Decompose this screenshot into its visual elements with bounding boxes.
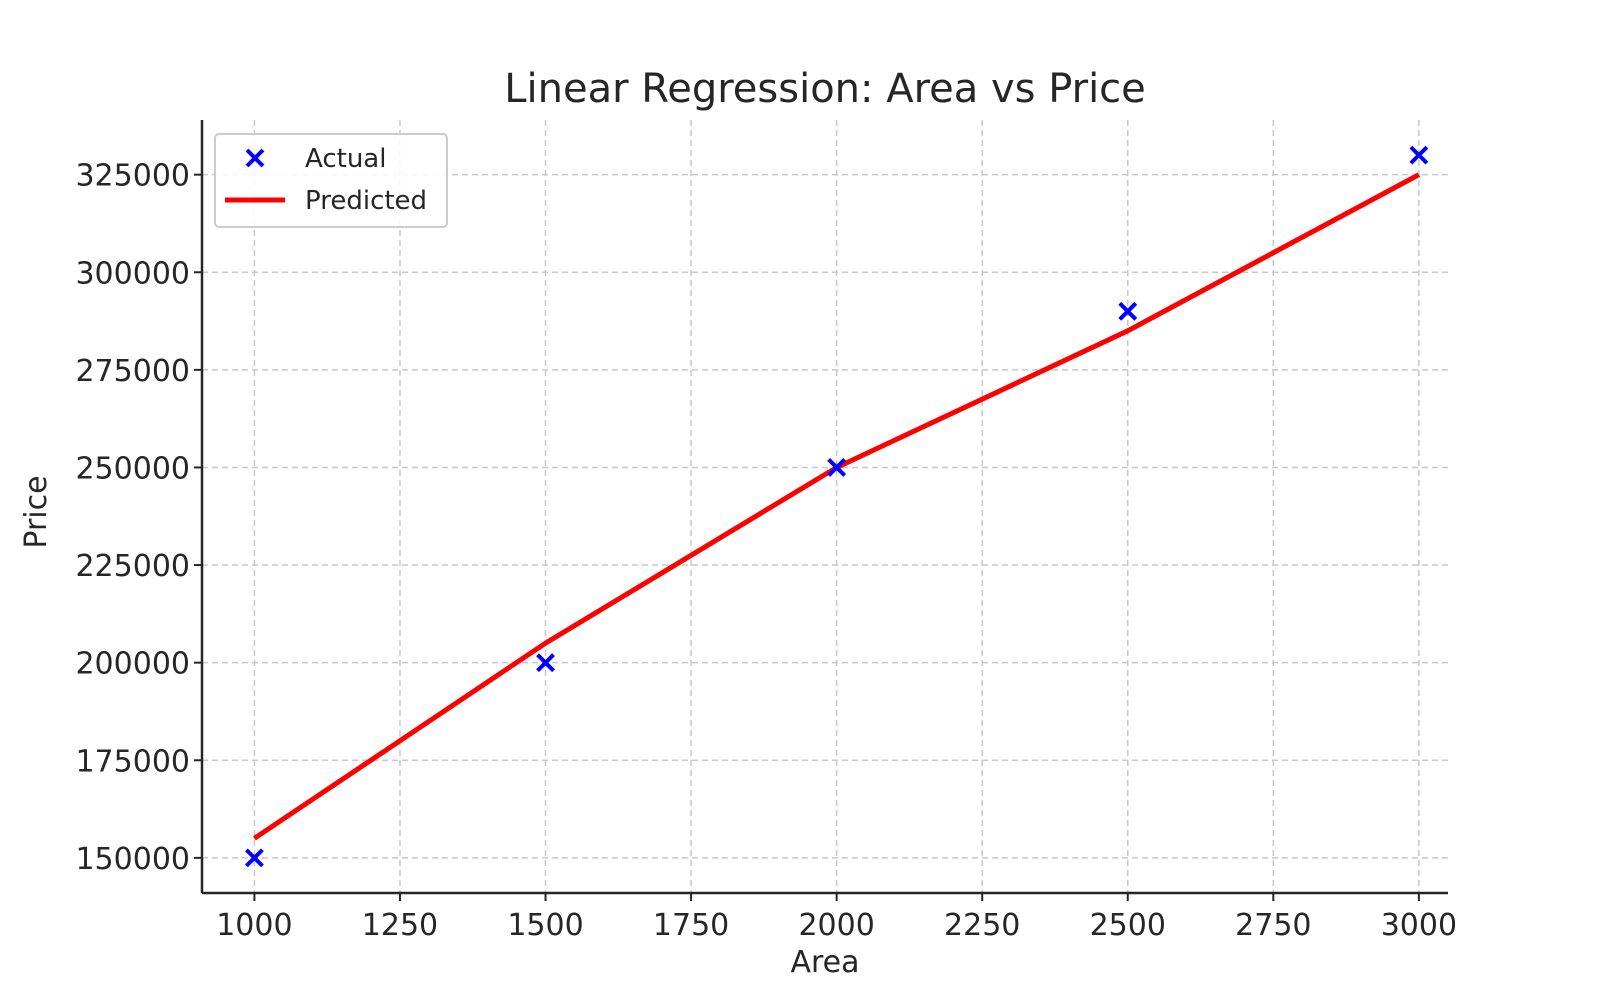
legend-entry-predicted: Predicted bbox=[225, 186, 427, 216]
actual-point-3 bbox=[1118, 301, 1138, 321]
y-tick-label-5: 275000 bbox=[75, 354, 190, 389]
y-tick-label-0: 150000 bbox=[75, 842, 190, 877]
actual-point-1 bbox=[536, 653, 555, 673]
x-tick-label-5: 2250 bbox=[944, 908, 1020, 943]
x-tick-label-7: 2750 bbox=[1235, 908, 1311, 943]
legend-marker-actual bbox=[245, 148, 265, 168]
legend-entry-actual: Actual bbox=[245, 144, 386, 174]
y-tick-label-1: 175000 bbox=[75, 744, 190, 779]
tick-labels: 1000 1250 1500 1750 2000 2250 2500 2750 3000 1500… bbox=[75, 159, 1457, 943]
x-tick-label-0: 1000 bbox=[216, 908, 292, 943]
axes bbox=[200, 120, 1448, 895]
x-tick-label-3: 1750 bbox=[653, 908, 729, 943]
legend: Actual Predicted bbox=[214, 133, 448, 228]
legend-x-marker bbox=[245, 148, 265, 168]
actual-point-0-stroke-b bbox=[244, 848, 264, 868]
y-tick-label-7: 325000 bbox=[75, 159, 190, 194]
legend-x-marker-stroke-b bbox=[245, 148, 265, 168]
actual-point-2 bbox=[827, 458, 847, 477]
y-tick-label-2: 200000 bbox=[75, 647, 190, 682]
x-axis-label: Area bbox=[790, 945, 859, 980]
x-tick-label-4: 2000 bbox=[798, 908, 874, 943]
chart-title: Linear Regression: Area vs Price bbox=[504, 66, 1146, 112]
y-tick-label-3: 225000 bbox=[75, 549, 190, 584]
y-tick-label-6: 300000 bbox=[75, 256, 190, 291]
legend-label-predicted: Predicted bbox=[305, 186, 427, 216]
x-tick-label-2: 1500 bbox=[507, 908, 583, 943]
x-tick-label-6: 2500 bbox=[1090, 908, 1166, 943]
plot-area bbox=[244, 145, 1429, 868]
legend-label-actual: Actual bbox=[305, 144, 386, 174]
actual-point-2-stroke-b bbox=[827, 458, 847, 477]
grid bbox=[202, 120, 1448, 893]
actual-point-3-stroke-b bbox=[1118, 301, 1138, 321]
actual-point-4 bbox=[1409, 145, 1429, 165]
actual-point-4-stroke-b bbox=[1409, 145, 1429, 165]
x-tick-label-8: 3000 bbox=[1381, 908, 1457, 943]
actual-point-1-stroke-b bbox=[536, 653, 555, 673]
y-tick-label-4: 250000 bbox=[75, 451, 190, 486]
legend-box bbox=[214, 133, 448, 228]
actual-point-0 bbox=[244, 848, 264, 868]
x-tick-label-1: 1250 bbox=[362, 908, 438, 943]
y-axis-label: Price bbox=[19, 475, 54, 548]
